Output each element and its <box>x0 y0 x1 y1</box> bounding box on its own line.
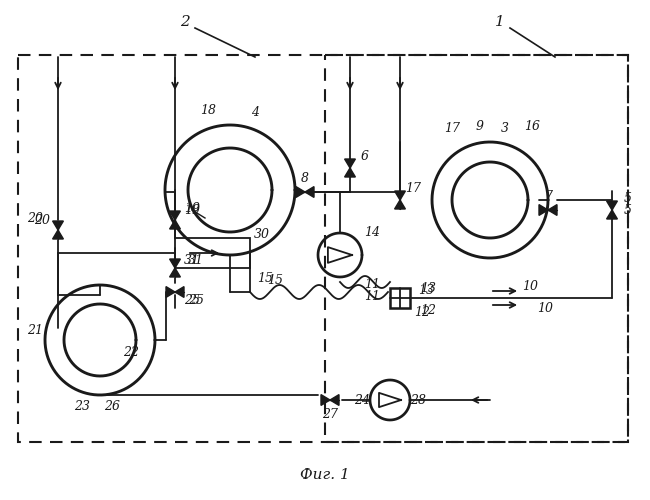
Text: 11: 11 <box>364 278 380 291</box>
Text: 13: 13 <box>420 282 436 294</box>
Text: 25: 25 <box>188 294 204 306</box>
Bar <box>390 288 410 308</box>
Polygon shape <box>395 200 406 209</box>
Text: 10: 10 <box>537 302 553 314</box>
Text: 3: 3 <box>501 122 509 134</box>
Polygon shape <box>305 186 314 198</box>
Text: 7: 7 <box>544 190 552 202</box>
Text: Фиг. 1: Фиг. 1 <box>300 468 350 482</box>
Polygon shape <box>170 268 181 277</box>
Bar <box>18 55 628 442</box>
Text: 10: 10 <box>522 280 538 292</box>
Polygon shape <box>53 230 64 239</box>
Text: 23: 23 <box>74 400 90 413</box>
Text: 21: 21 <box>27 324 43 336</box>
Text: 30: 30 <box>254 228 270 240</box>
Text: 13: 13 <box>418 284 434 296</box>
Text: 24: 24 <box>354 394 370 406</box>
Text: 5: 5 <box>624 192 632 204</box>
Text: 18: 18 <box>200 104 216 118</box>
Text: 25: 25 <box>184 294 200 306</box>
Polygon shape <box>606 201 618 210</box>
Text: 19: 19 <box>184 204 200 216</box>
Text: 15: 15 <box>267 274 283 286</box>
Text: 12: 12 <box>420 304 436 318</box>
Polygon shape <box>344 168 356 177</box>
Text: 16: 16 <box>524 120 540 132</box>
Text: 12: 12 <box>414 306 430 318</box>
Text: 27: 27 <box>322 408 338 420</box>
Polygon shape <box>53 221 64 230</box>
Text: 15: 15 <box>257 272 273 284</box>
Text: 17: 17 <box>444 122 460 134</box>
Polygon shape <box>606 210 618 219</box>
Text: 19: 19 <box>184 202 200 214</box>
Polygon shape <box>395 191 406 200</box>
Text: 4: 4 <box>251 106 259 120</box>
Polygon shape <box>344 159 356 168</box>
Bar <box>325 55 628 442</box>
Polygon shape <box>170 259 181 268</box>
Polygon shape <box>170 220 181 229</box>
Polygon shape <box>539 204 548 216</box>
Text: 5: 5 <box>624 204 632 216</box>
Text: 31: 31 <box>184 254 200 266</box>
Text: 20: 20 <box>34 214 50 226</box>
Polygon shape <box>321 394 330 406</box>
Text: 14: 14 <box>364 226 380 239</box>
Polygon shape <box>175 286 184 298</box>
Text: 20: 20 <box>27 212 43 224</box>
Text: 31: 31 <box>188 254 204 266</box>
Text: 22: 22 <box>123 346 139 358</box>
Polygon shape <box>166 286 175 298</box>
Text: 11: 11 <box>364 290 380 302</box>
Text: 26: 26 <box>104 400 120 413</box>
Text: 17: 17 <box>405 182 421 194</box>
Polygon shape <box>170 211 181 220</box>
Text: 2: 2 <box>180 15 190 29</box>
Text: 8: 8 <box>301 172 309 184</box>
Polygon shape <box>330 394 339 406</box>
Polygon shape <box>296 186 305 198</box>
Text: 9: 9 <box>476 120 484 132</box>
Bar <box>175 238 250 268</box>
Polygon shape <box>548 204 557 216</box>
Text: 6: 6 <box>361 150 369 162</box>
Text: 1: 1 <box>495 15 505 29</box>
Text: 28: 28 <box>410 394 426 406</box>
